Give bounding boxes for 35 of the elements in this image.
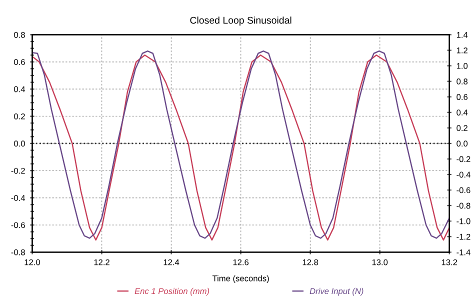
x-tick-label: 12.4 [164,259,180,266]
x-tick-label: 13.2 [442,259,458,266]
legend-label: Drive Input (N) [310,288,364,296]
x-tick-label: 12.2 [94,259,110,266]
x-tick-label: 12.0 [24,259,40,266]
chart-title: Closed Loop Sinusoidal [190,16,292,26]
y-tick-label: 0.4 [14,86,26,92]
y2-tick-label: 0.2 [456,125,468,132]
y2-tick-label: 0.6 [456,94,468,100]
y2-tick-label: -0.8 [456,202,470,209]
y2-tick-label: -1.2 [456,234,470,240]
y-tick-label: -0.2 [11,168,25,174]
x-tick-label: 12.8 [302,259,318,266]
y-tick-label: 0.8 [14,32,25,38]
y2-tick-label: -0.2 [456,156,470,162]
y2-tick-label: 0.0 [456,140,468,147]
x-axis-title: Time (seconds) [212,275,269,283]
y-tick-label: 0.0 [14,140,25,147]
x-tick-label: 13.0 [372,259,388,266]
y2-tick-label: 1.0 [456,62,468,69]
legend-label: Enc 1 Position (mm) [134,288,210,296]
y2-tick-label: 1.4 [456,32,468,38]
y-tick-label: 0.2 [14,113,25,120]
y2-tick-label: -0.4 [456,172,470,178]
y-tick-label: -0.8 [11,249,25,256]
y2-tick-label: -1.0 [456,218,470,224]
y2-tick-label: -1.4 [456,249,470,256]
y2-tick-label: 0.8 [456,78,468,84]
y-tick-label: -0.6 [11,222,25,228]
y-tick-label: 0.6 [14,59,25,66]
y2-tick-label: -0.6 [456,187,470,194]
y-tick-label: -0.4 [11,195,26,201]
y2-tick-label: 1.2 [456,47,468,54]
y2-tick-label: 0.4 [456,110,468,116]
x-tick-label: 12.6 [233,259,249,266]
